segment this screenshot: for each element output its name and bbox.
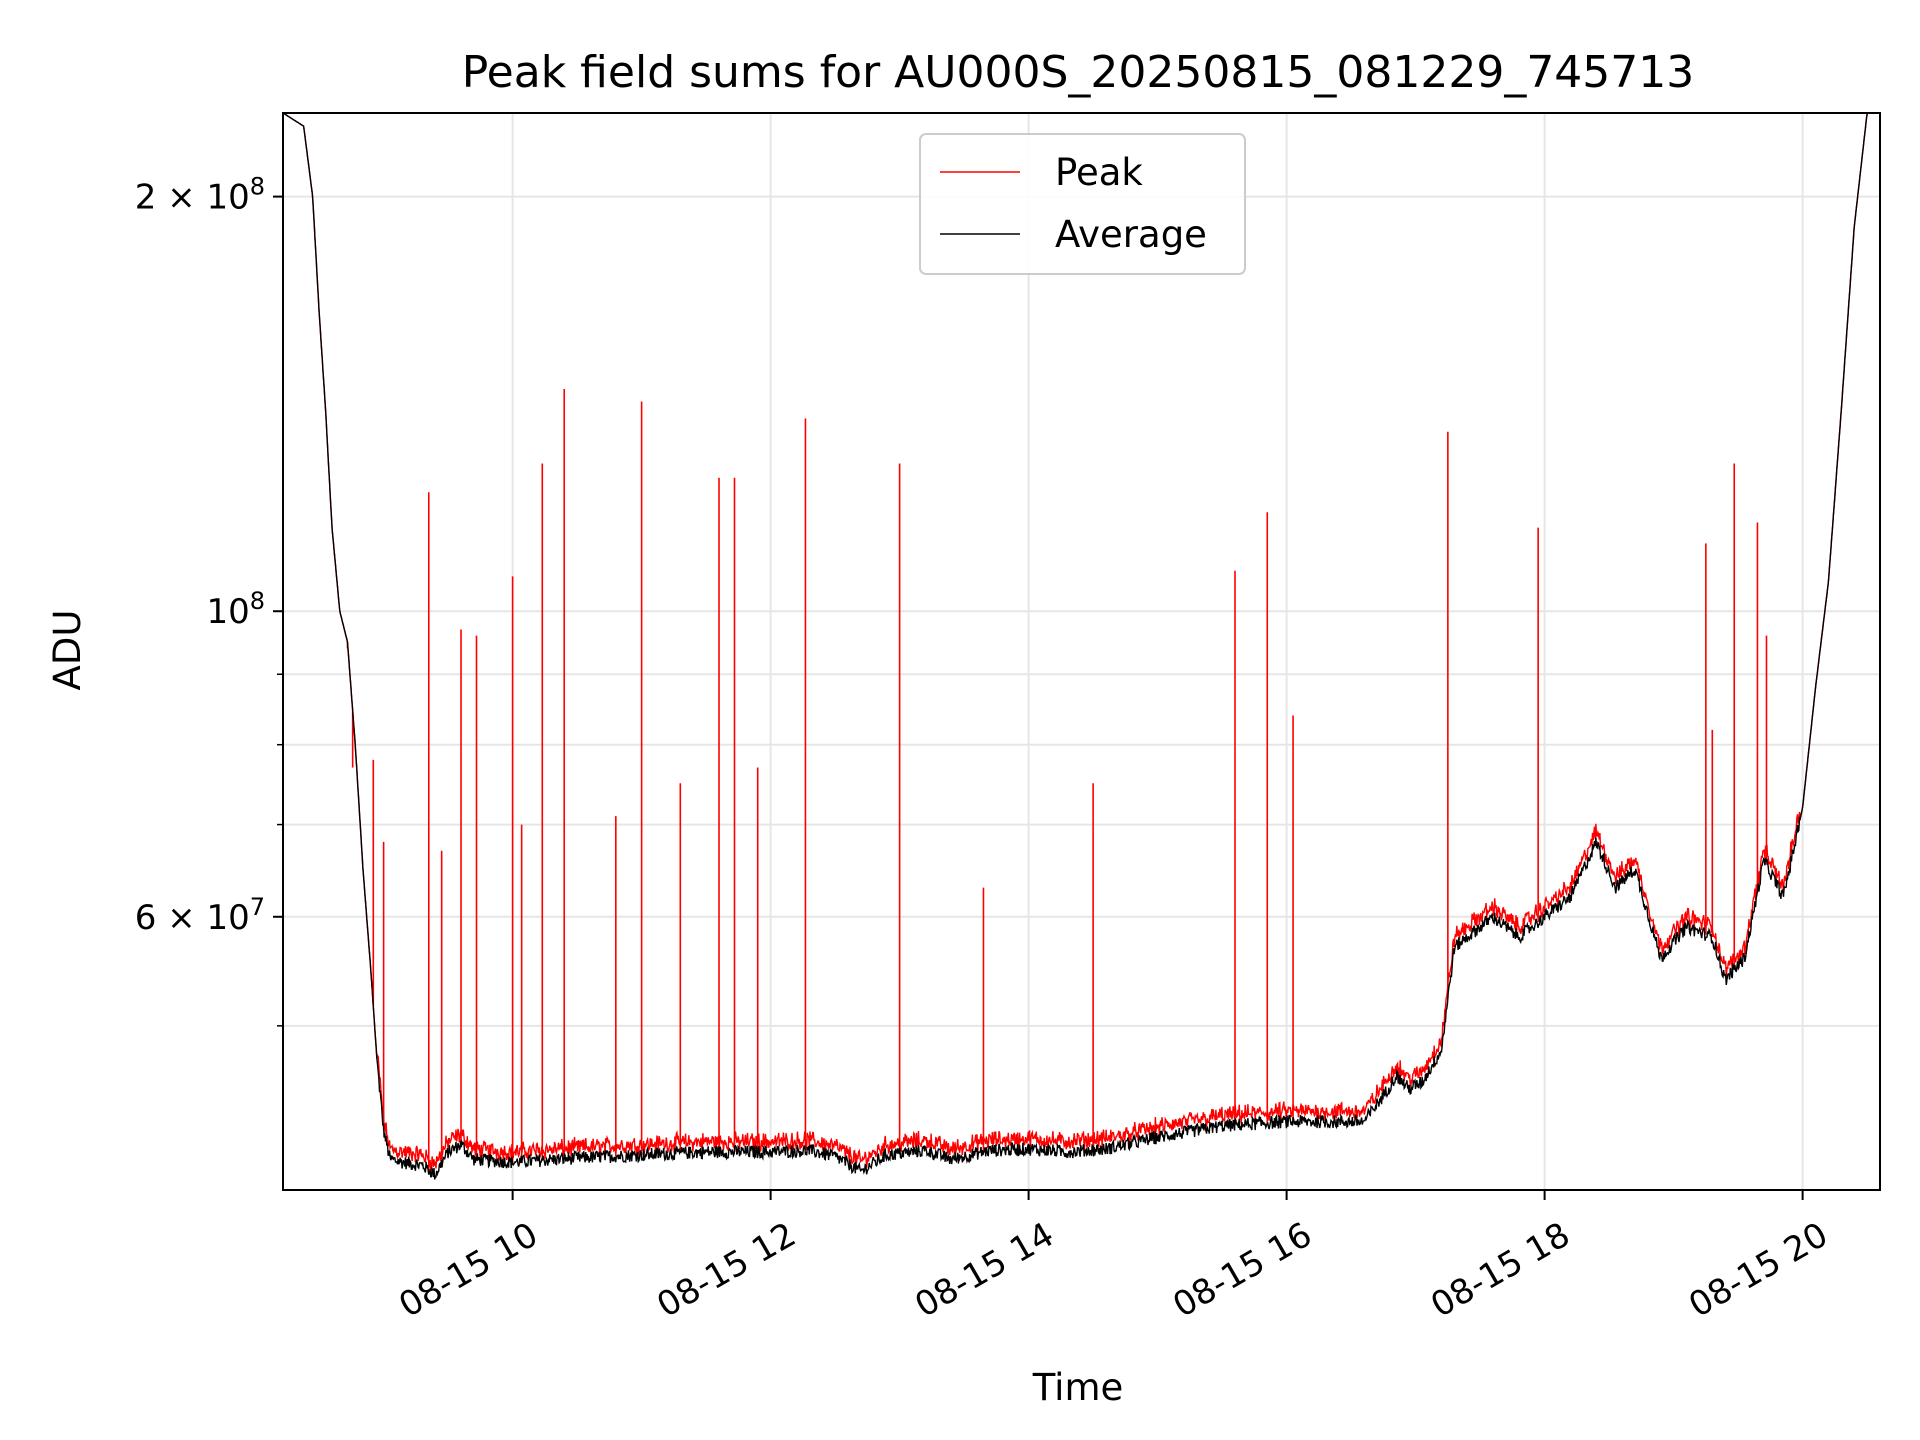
series-line-average	[283, 113, 1880, 1180]
legend: Peak Average	[919, 133, 1246, 275]
legend-label-average: Average	[1055, 213, 1207, 256]
grid	[283, 113, 1880, 1190]
plot-frame	[282, 112, 1881, 1191]
y-tick-label: 6 × 107	[135, 893, 265, 938]
legend-label-peak: Peak	[1055, 151, 1143, 194]
y-axis-label: ADU	[46, 610, 89, 691]
chart-title: Peak field sums for AU000S_20250815_0812…	[462, 47, 1695, 98]
y-tick-label: 2 × 108	[135, 173, 265, 218]
legend-box	[919, 133, 1246, 275]
x-axis-label: Time	[1032, 1366, 1124, 1409]
series-line-peak	[283, 113, 1880, 1171]
series-layer	[283, 113, 1880, 1180]
